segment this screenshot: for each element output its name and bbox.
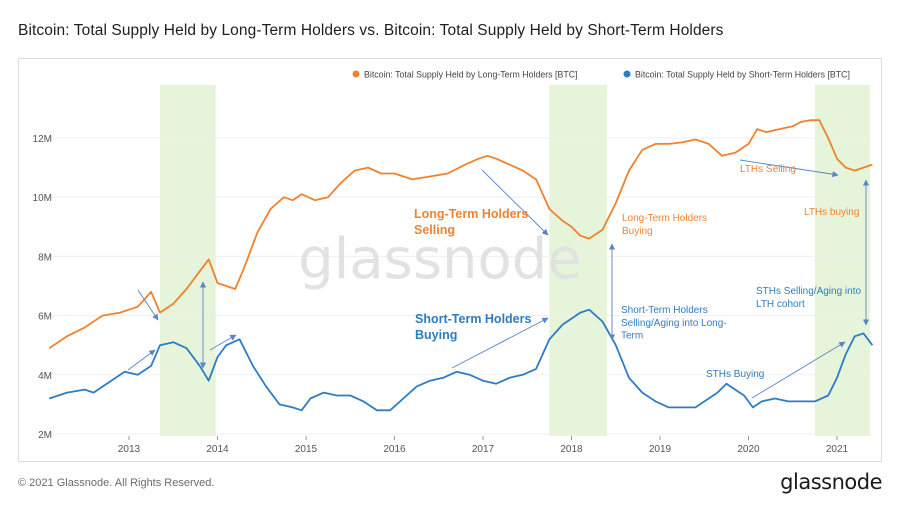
- annotation-5: Short-Term Holders Buying: [415, 312, 531, 342]
- y-tick-label: 6M: [38, 312, 52, 323]
- x-tick-label: 2021: [826, 444, 849, 455]
- x-tick-label: 2016: [383, 444, 406, 455]
- y-tick-label: 10M: [33, 193, 52, 204]
- x-tick-label: 2020: [737, 444, 760, 455]
- x-tick-label: 2019: [649, 444, 672, 455]
- x-tick-label: 2017: [472, 444, 495, 455]
- legend-label: Bitcoin: Total Supply Held by Long-Term …: [364, 70, 578, 80]
- annotation-4: LTHs buying: [804, 207, 859, 218]
- annotation-arrow: [451, 317, 549, 369]
- annotation-3: LTHs Selling: [740, 164, 796, 175]
- glassnode-logo: glassnode: [780, 470, 882, 494]
- annotation-8: STHs Selling/Aging into LTH cohort: [756, 286, 861, 310]
- legend-marker: [623, 70, 631, 78]
- y-tick-label: 4M: [38, 371, 52, 382]
- annotation-arrow: [127, 349, 156, 371]
- watermark: glassnode: [298, 227, 582, 292]
- annotation-6: Short-Term Holders Selling/Aging into Lon…: [621, 305, 727, 342]
- annotation-arrow: [739, 159, 839, 178]
- shaded-period-2: [549, 85, 607, 436]
- y-tick-label: 12M: [33, 134, 52, 145]
- lth-supply-line: [48, 119, 873, 349]
- copyright: © 2021 Glassnode. All Rights Reserved.: [18, 477, 215, 489]
- annotation-2: Long-Term Holders Buying: [622, 213, 707, 237]
- annotation-arrow: [481, 169, 549, 236]
- legend-label: Bitcoin: Total Supply Held by Short-Term…: [635, 70, 850, 80]
- x-tick-label: 2014: [206, 444, 229, 455]
- x-tick-label: 2015: [295, 444, 318, 455]
- y-tick-label: 8M: [38, 252, 52, 263]
- annotation-arrow: [751, 341, 846, 399]
- y-tick-label: 2M: [38, 430, 52, 441]
- legend-marker: [352, 70, 360, 78]
- x-tick-label: 2018: [560, 444, 583, 455]
- annotation-1: Long-Term Holders Selling: [414, 207, 528, 237]
- annotation-7: STHs Buying: [706, 369, 764, 380]
- chart-title: Bitcoin: Total Supply Held by Long-Term …: [18, 22, 724, 39]
- sth-supply-line: [49, 308, 874, 412]
- x-tick-label: 2013: [118, 444, 141, 455]
- shaded-period-3: [814, 85, 870, 436]
- annotation-arrow: [137, 289, 159, 321]
- chart-frame: [18, 58, 882, 462]
- annotation-arrow: [209, 334, 237, 351]
